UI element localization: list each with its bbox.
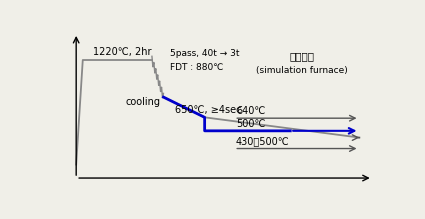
Text: (simulation furnace): (simulation furnace) [256,66,348,75]
Text: 1220℃, 2hr: 1220℃, 2hr [93,47,151,57]
Text: FDT : 880℃: FDT : 880℃ [170,63,224,72]
Text: 5pass, 40t → 3t: 5pass, 40t → 3t [170,49,240,58]
Text: cooling: cooling [126,97,161,107]
Text: 권취모사: 권취모사 [289,52,314,62]
Text: 650℃, ≥4sec: 650℃, ≥4sec [175,105,241,115]
Text: 640℃: 640℃ [236,106,265,116]
Text: 500℃: 500℃ [236,119,266,129]
Text: 430－500℃: 430－500℃ [236,136,290,146]
